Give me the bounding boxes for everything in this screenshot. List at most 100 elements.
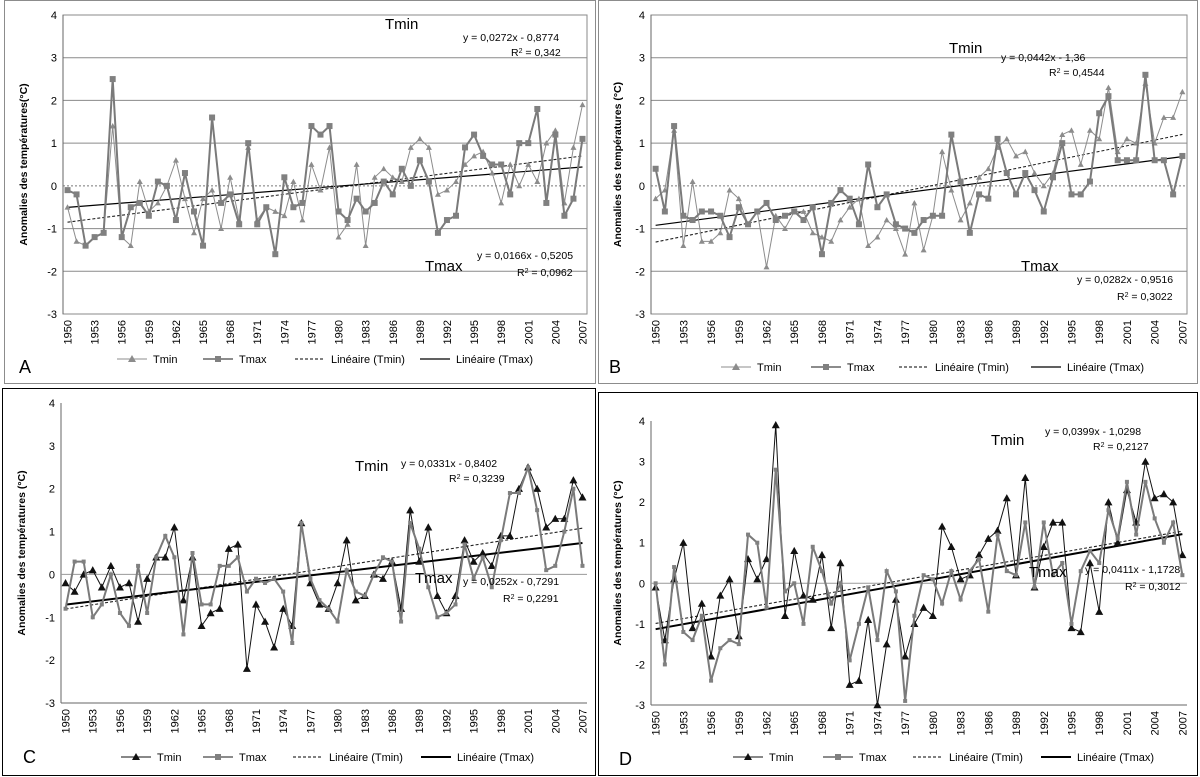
chart-d-tmin-point <box>1141 457 1150 465</box>
chart-a-trend-tmin <box>67 155 583 223</box>
chart-d-y-tick-label: 2 <box>639 497 645 509</box>
chart-c-tmax-point <box>72 559 77 564</box>
chart-a-x-tick-label: 1965 <box>198 320 210 344</box>
chart-a-tmax-point <box>443 217 450 224</box>
chart-a-tmax-point <box>498 161 505 168</box>
chart-c-y-tick-label: 2 <box>49 484 55 496</box>
chart-d-x-tick-label: 1992 <box>1039 711 1051 735</box>
chart-b-tmax-point <box>929 212 936 219</box>
chart-c-tmax-line <box>64 463 584 644</box>
chart-d-tmax-point <box>977 556 982 561</box>
chart-d-tmin-point <box>882 640 891 648</box>
chart-a-tmax-point <box>218 199 225 206</box>
chart-d-x-tick-label: 1974 <box>872 711 884 735</box>
chart-c-tmax-point <box>344 568 349 573</box>
chart-c-tmin-point <box>224 544 233 552</box>
chart-a-tmax-point <box>136 199 143 206</box>
chart-b-tmax-point <box>689 217 696 224</box>
chart-c-x-tick-label: 1971 <box>251 709 263 733</box>
chart-a-tmin-point <box>398 178 405 184</box>
chart-b-x-tick-label: 2001 <box>1122 320 1134 344</box>
chart-a-y-tick-label: -1 <box>47 224 57 236</box>
chart-c-x-tick-label: 1974 <box>278 709 290 733</box>
chart-b-tmin-point <box>837 217 844 223</box>
chart-d-tmin-point <box>716 591 725 599</box>
chart-b-tmax-point <box>726 234 733 241</box>
chart-d-tmax-point <box>681 629 686 634</box>
chart-d-trend-tmax <box>655 533 1183 631</box>
chart-d-tmin-point <box>1049 518 1057 526</box>
chart-b-x-tick-label: 1995 <box>1066 320 1078 344</box>
chart-a-x-tick-label: 1995 <box>469 320 481 344</box>
chart-b-tmin-point <box>717 229 724 236</box>
chart-a-tmin-point <box>290 178 297 184</box>
chart-d-tmax-label: Tmax <box>1029 564 1067 581</box>
chart-d-tmax-point <box>893 589 898 594</box>
chart-b-legend-marker <box>732 363 740 370</box>
chart-d-legend-label: Tmax <box>859 752 887 764</box>
chart-c-legend-marker <box>132 753 140 760</box>
chart-a-tmax-point <box>236 221 243 228</box>
chart-d-tmax-point <box>866 585 871 590</box>
chart-c-tmax-point <box>290 641 295 645</box>
chart-b-tmin-point <box>689 178 696 184</box>
chart-c-tmax-point <box>435 615 440 620</box>
chart-c-x-tick-label: 1950 <box>61 709 73 733</box>
chart-a-x-tick-label: 1989 <box>415 320 427 344</box>
chart-d-y-tick-label: 1 <box>639 538 645 550</box>
chart-b-tmax-point <box>1133 157 1140 164</box>
chart-b-tmin-point <box>1096 135 1103 142</box>
chart-b-tmax-point <box>1031 187 1038 194</box>
chart-b-tmax-point <box>846 195 853 202</box>
chart-b-x-tick-label: 1962 <box>762 320 774 344</box>
chart-d-x-tick-label: 1959 <box>734 711 746 735</box>
chart-d-tmax-point <box>662 662 667 667</box>
chart-a-tmax-point <box>462 144 469 151</box>
chart-c-tmax-point <box>417 546 422 551</box>
chart-d-y-tick-label: -1 <box>635 619 645 631</box>
chart-c-tmax-point <box>326 606 331 611</box>
chart-d-tmin-point <box>919 603 928 611</box>
chart-b-x-tick-label: 1977 <box>900 320 912 344</box>
chart-a-tmax-point <box>209 114 216 121</box>
chart-d-y-tick-label: -3 <box>635 700 645 712</box>
chart-d-tmax-equation: y = 0,0411x - 1,1728 <box>1085 564 1180 576</box>
chart-b-plot-frame <box>650 14 1188 315</box>
chart-d-tmax-point <box>1078 569 1083 574</box>
chart-a-tmax-point <box>407 182 414 189</box>
chart-c-tmin-point <box>551 514 560 522</box>
chart-c-tmax-point <box>136 563 141 568</box>
chart-b-tmax-point <box>735 204 742 211</box>
chart-c-tmax-point <box>462 542 467 547</box>
chart-c-tmin-point <box>161 553 170 561</box>
chart-b-tmin-point <box>1086 127 1093 133</box>
chart-d-tmin-point <box>947 542 956 550</box>
chart-a-legend-label: Tmin <box>153 354 177 366</box>
chart-d-tmin-point <box>771 421 780 429</box>
chart-b-tmin-point <box>911 199 918 206</box>
chart-a-tmax-point <box>453 212 459 219</box>
chart-d-x-tick-label: 1986 <box>983 711 995 735</box>
chart-a-tmax-point <box>172 217 179 224</box>
chart-b-tmax-point <box>911 229 918 236</box>
chart-b-tmax-point <box>671 123 678 130</box>
chart-c-tmax-point <box>272 576 277 581</box>
chart-c-y-tick-label: -1 <box>45 612 55 624</box>
chart-a-y-tick-label: 1 <box>51 138 57 150</box>
chart-c-tmax-point <box>516 491 521 495</box>
chart-c-y-tick-label: 3 <box>49 441 55 453</box>
chart-b-legend-label: Tmax <box>847 362 875 374</box>
chart-b-tmax-point <box>1040 208 1047 215</box>
chart-a-tmax-point <box>389 191 396 198</box>
chart-a-tmax-point <box>561 212 568 219</box>
chart-d-tmax-point <box>958 597 963 602</box>
chart-b-tmax-point <box>782 212 788 219</box>
chart-c-tmax-point <box>362 593 367 598</box>
chart-b-tmax-point <box>1003 170 1010 177</box>
chart-b-tmax-point <box>902 225 909 232</box>
chart-c-x-tick-label: 1962 <box>169 709 181 733</box>
chart-c-y-tick-label: -3 <box>45 698 55 710</box>
chart-c-tmin-point <box>215 604 224 612</box>
chart-c-tmax-point <box>81 559 86 564</box>
chart-c-tmax-point <box>190 551 195 555</box>
